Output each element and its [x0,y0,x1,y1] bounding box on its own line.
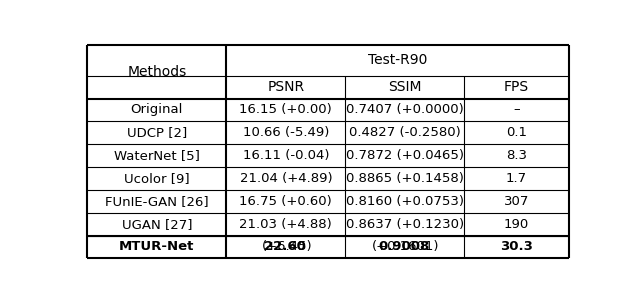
Text: Ucolor [9]: Ucolor [9] [124,172,189,185]
Text: 21.03 (+4.88): 21.03 (+4.88) [239,218,332,231]
Text: (+0.1601): (+0.1601) [372,240,440,253]
Text: 10.66 (-5.49): 10.66 (-5.49) [243,126,329,139]
Text: 0.7872 (+0.0465): 0.7872 (+0.0465) [346,149,464,162]
Text: PSNR: PSNR [268,80,305,94]
Text: 30.3: 30.3 [500,240,533,253]
Text: 0.8637 (+0.1230): 0.8637 (+0.1230) [346,218,464,231]
Text: 16.11 (-0.04): 16.11 (-0.04) [243,149,329,162]
Text: 190: 190 [504,218,529,231]
Text: SSIM: SSIM [388,80,422,94]
Text: 0.1: 0.1 [506,126,527,139]
Text: 0.8865 (+0.1458): 0.8865 (+0.1458) [346,172,464,185]
Text: Methods: Methods [127,65,186,79]
Text: 1.7: 1.7 [506,172,527,185]
Text: 22.60: 22.60 [264,240,306,253]
Text: UGAN [27]: UGAN [27] [122,218,192,231]
Text: 21.04 (+4.89): 21.04 (+4.89) [239,172,332,185]
Text: MTUR-Net: MTUR-Net [119,240,195,253]
Text: 16.15 (+0.00): 16.15 (+0.00) [239,103,332,117]
Text: –: – [513,103,520,117]
Text: 0.7407 (+0.0000): 0.7407 (+0.0000) [346,103,464,117]
Text: 8.3: 8.3 [506,149,527,162]
Text: 16.75 (+0.60): 16.75 (+0.60) [239,195,332,208]
Text: FUnIE-GAN [26]: FUnIE-GAN [26] [105,195,209,208]
Text: 0.8160 (+0.0753): 0.8160 (+0.0753) [346,195,464,208]
Text: 0.4827 (-0.2580): 0.4827 (-0.2580) [349,126,461,139]
Text: (+6.45): (+6.45) [262,240,312,253]
Text: UDCP [2]: UDCP [2] [127,126,187,139]
Text: WaterNet [5]: WaterNet [5] [114,149,200,162]
Text: Original: Original [131,103,183,117]
Text: 0.9008: 0.9008 [378,240,429,253]
Text: Test-R90: Test-R90 [368,53,427,67]
Text: FPS: FPS [504,80,529,94]
Text: 307: 307 [504,195,529,208]
